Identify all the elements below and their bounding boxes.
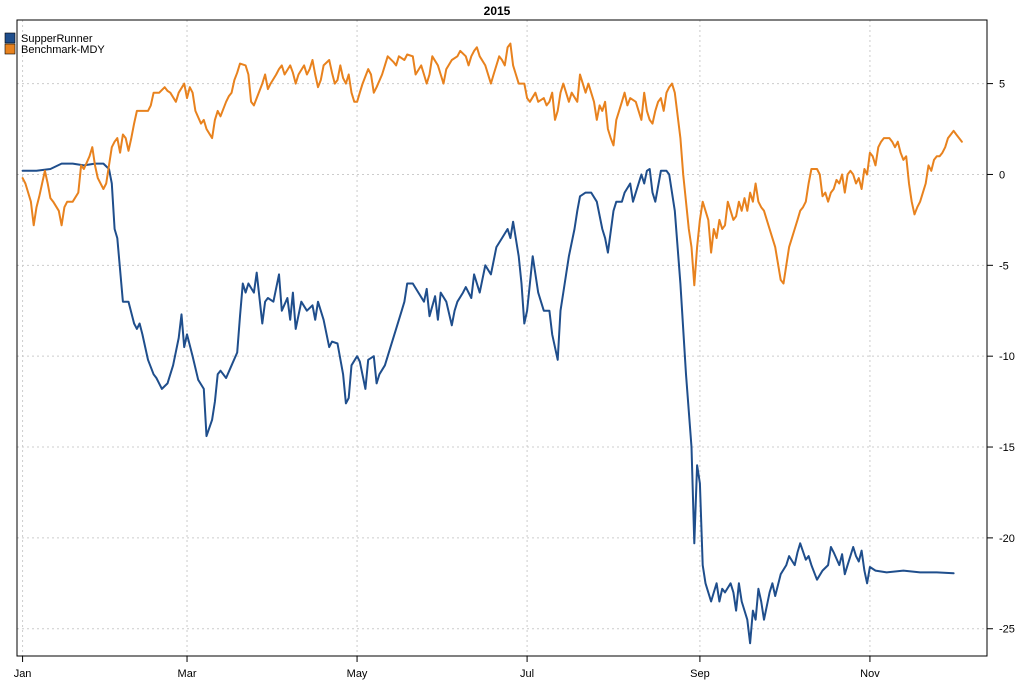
series-layer: [21, 42, 963, 645]
legend: SupperRunner Benchmark-MDY: [4, 32, 105, 56]
y-tick-label: 5: [999, 79, 1005, 91]
x-tick-label: Jan: [14, 668, 32, 680]
x-tick-label: Jul: [520, 668, 534, 680]
legend-swatch-benchmark-mdy: [4, 43, 16, 55]
y-tick-label: -20: [999, 533, 1015, 545]
x-tick-label: Mar: [178, 668, 197, 680]
legend-label-benchmark-mdy: Benchmark-MDY: [21, 44, 105, 56]
x-tick-label: Nov: [860, 668, 880, 680]
x-tick-label: Sep: [690, 668, 710, 680]
series-line-supperrunner: [21, 162, 955, 645]
y-tick-label: -5: [999, 260, 1009, 272]
series-line-benchmark-mdy: [21, 42, 963, 287]
y-tick-label: -10: [999, 351, 1015, 363]
plot-frame: [16, 19, 988, 657]
legend-label-supperrunner: SupperRunner: [21, 33, 93, 45]
y-tick-label: 0: [999, 169, 1005, 181]
chart-title: 2015: [484, 4, 511, 18]
legend-swatch-supperrunner: [4, 32, 16, 44]
x-tick-label: May: [347, 668, 368, 680]
axis-layer: 5 0 -5 -10 -15 -20 -25 Jan Mar May Jul Sep Nov: [14, 79, 1015, 680]
y-tick-label: -25: [999, 624, 1015, 636]
y-tick-label: -15: [999, 442, 1015, 454]
grid-layer: [17, 20, 987, 656]
